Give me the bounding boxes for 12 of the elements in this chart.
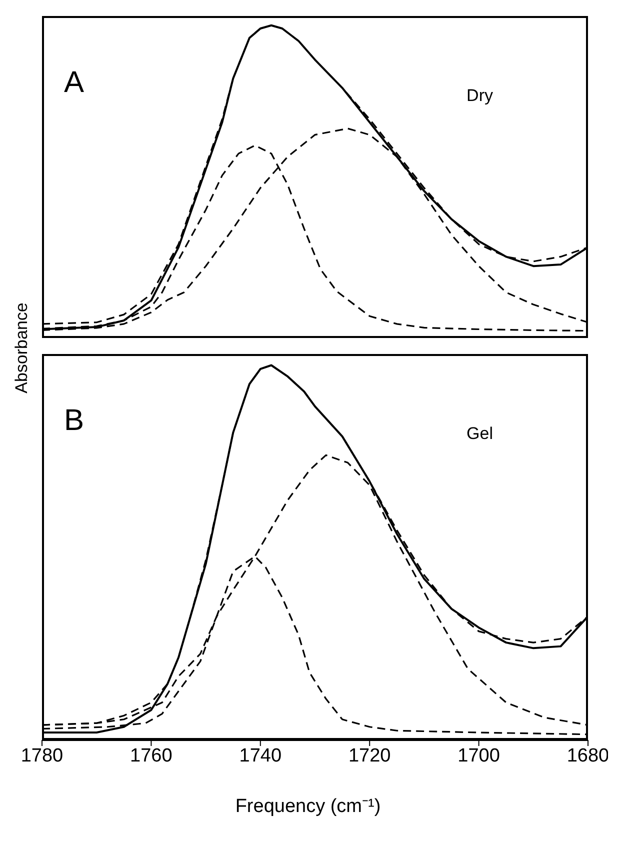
x-tick-label: 1780 bbox=[20, 745, 64, 766]
annotation: B bbox=[64, 404, 84, 438]
annotation: A bbox=[64, 66, 84, 100]
x-tick-label: 1740 bbox=[239, 745, 282, 766]
x-tick-label: 1720 bbox=[348, 745, 391, 766]
y-axis-title: Absorbance bbox=[12, 302, 32, 394]
annotation: Gel bbox=[466, 424, 493, 444]
x-tick-label: 1700 bbox=[458, 745, 500, 766]
x-tick-label: 1680 bbox=[566, 745, 610, 766]
x-axis-title: Frequency (cm⁻¹) bbox=[234, 795, 382, 818]
x-tick-label: 1760 bbox=[130, 745, 172, 766]
annotation: Dry bbox=[466, 86, 493, 106]
